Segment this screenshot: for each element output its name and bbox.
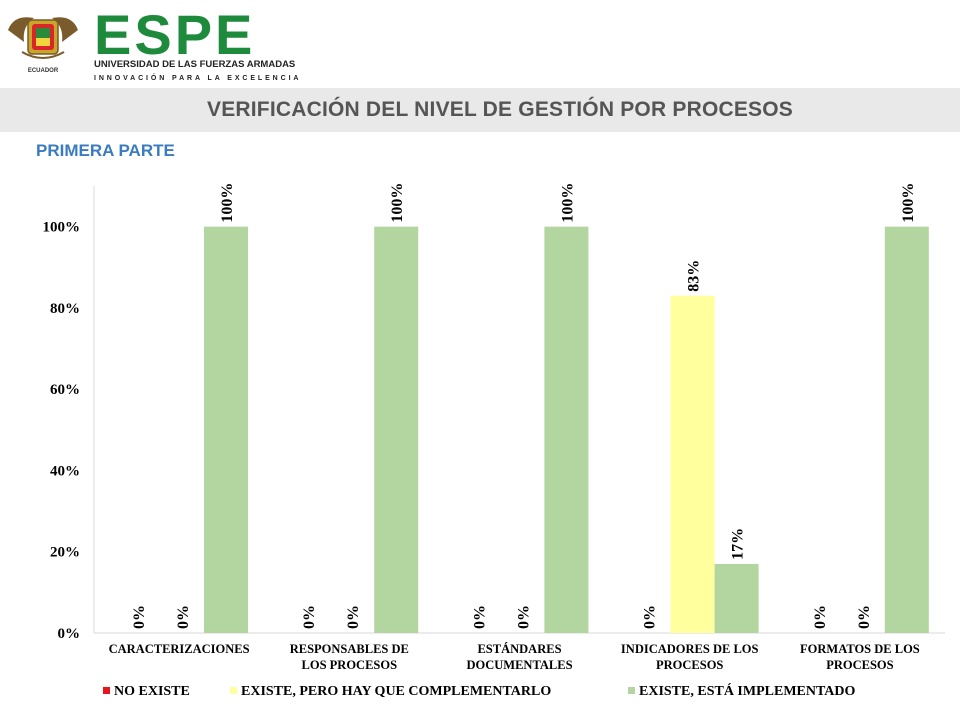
legend-swatch-implementado xyxy=(628,687,635,694)
data-label: 0% xyxy=(301,605,318,629)
logo-wordmark: ESPE xyxy=(94,3,255,66)
x-tick-label: DOCUMENTALES xyxy=(466,658,572,672)
espe-logo: ECUADOR ESPE UNIVERSIDAD DE LAS FUERZAS … xyxy=(8,3,301,82)
y-tick-label: 40% xyxy=(50,463,80,479)
data-label: 0% xyxy=(345,605,362,629)
bar xyxy=(884,226,929,633)
title-band xyxy=(0,88,960,132)
data-label: 0% xyxy=(812,605,829,629)
legend-item-implementado: EXISTE, ESTÁ IMPLEMENTADO xyxy=(628,684,855,700)
x-tick-label: PROCESOS xyxy=(826,658,893,672)
legend-item-complementar: EXISTE, PERO HAY QUE COMPLEMENTARLO xyxy=(230,684,551,700)
bar-chart: 0% 20% 40% 60% 80% 100% 0% 0% 100% CARACTERIZACIO… xyxy=(43,183,945,672)
bar xyxy=(544,226,589,633)
bar xyxy=(374,226,419,633)
data-label: 83% xyxy=(686,260,703,292)
x-tick-label: CARACTERIZACIONES xyxy=(109,642,250,656)
data-label: 0% xyxy=(642,605,659,629)
x-tick-label: ESTÁNDARES xyxy=(477,642,561,656)
seal-text: ECUADOR xyxy=(28,68,59,74)
legend-label-complementar: EXISTE, PERO HAY QUE COMPLEMENTARLO xyxy=(241,684,552,699)
x-tick-label: INDICADORES DE LOS xyxy=(621,642,759,656)
university-seal-icon: ECUADOR xyxy=(8,17,78,74)
data-label: 100% xyxy=(219,183,236,223)
data-label: 0% xyxy=(131,605,148,629)
x-tick-label: RESPONSABLES DE xyxy=(290,642,409,656)
x-tick-label: LOS PROCESOS xyxy=(302,658,398,672)
bar xyxy=(670,295,715,633)
legend-label-implementado: EXISTE, ESTÁ IMPLEMENTADO xyxy=(639,684,856,699)
y-tick-label: 0% xyxy=(58,626,81,642)
legend-swatch-no-existe xyxy=(103,687,110,694)
data-label: 0% xyxy=(856,605,873,629)
legend-label-no-existe: NO EXISTE xyxy=(114,684,190,699)
x-tick-label: PROCESOS xyxy=(656,658,723,672)
data-label: 100% xyxy=(559,183,576,223)
logo-subtitle: UNIVERSIDAD DE LAS FUERZAS ARMADAS xyxy=(94,59,295,70)
data-label: 0% xyxy=(471,605,488,629)
data-label: 100% xyxy=(900,183,917,223)
data-label: 0% xyxy=(175,605,192,629)
data-label: 17% xyxy=(730,528,747,560)
chart-legend: NO EXISTE EXISTE, PERO HAY QUE COMPLEMEN… xyxy=(0,684,960,708)
legend-swatch-complementar xyxy=(230,687,237,694)
x-tick-label: FORMATOS DE LOS xyxy=(800,642,920,656)
y-tick-label: 100% xyxy=(43,220,81,236)
slide-title: VERIFICACIÓN DEL NIVEL DE GESTIÓN POR PR… xyxy=(206,98,793,121)
y-tick-label: 60% xyxy=(50,382,80,398)
y-tick-label: 80% xyxy=(50,301,80,317)
data-label: 100% xyxy=(389,183,406,223)
slide-subtitle: PRIMERA PARTE xyxy=(36,141,175,160)
bar xyxy=(714,563,759,633)
y-tick-label: 20% xyxy=(50,545,80,561)
data-label: 0% xyxy=(515,605,532,629)
bar xyxy=(204,226,248,633)
logo-tagline: INNOVACIÓN PARA LA EXCELENCIA xyxy=(94,73,301,82)
legend-item-no-existe: NO EXISTE xyxy=(103,684,190,700)
